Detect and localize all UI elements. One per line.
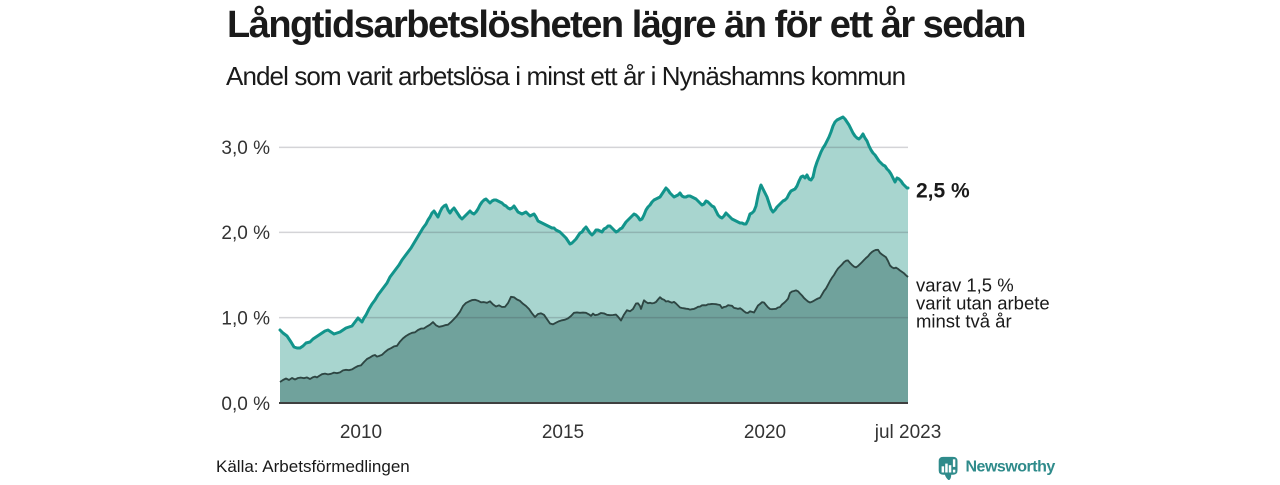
svg-text:minst två år: minst två år bbox=[916, 311, 1012, 332]
svg-text:Långtidsarbetslösheten lägre ä: Långtidsarbetslösheten lägre än för ett … bbox=[227, 4, 1025, 46]
svg-text:1,0 %: 1,0 % bbox=[221, 308, 270, 329]
svg-text:varav 1,5 %: varav 1,5 % bbox=[916, 275, 1014, 296]
svg-text:Andel som varit arbetslösa i m: Andel som varit arbetslösa i minst ett å… bbox=[226, 61, 905, 91]
svg-text:Källa: Arbetsförmedlingen: Källa: Arbetsförmedlingen bbox=[216, 457, 410, 476]
svg-text:2,5 %: 2,5 % bbox=[916, 180, 970, 203]
svg-text:3,0 %: 3,0 % bbox=[221, 138, 270, 159]
svg-text:2,0 %: 2,0 % bbox=[221, 223, 270, 244]
svg-text:0,0 %: 0,0 % bbox=[221, 394, 270, 415]
svg-text:jul 2023: jul 2023 bbox=[874, 422, 942, 443]
svg-text:varit utan arbete: varit utan arbete bbox=[916, 293, 1050, 314]
svg-text:2010: 2010 bbox=[340, 422, 382, 443]
svg-text:2015: 2015 bbox=[542, 422, 584, 443]
svg-text:Newsworthy: Newsworthy bbox=[966, 459, 1056, 476]
svg-text:2020: 2020 bbox=[744, 422, 786, 443]
